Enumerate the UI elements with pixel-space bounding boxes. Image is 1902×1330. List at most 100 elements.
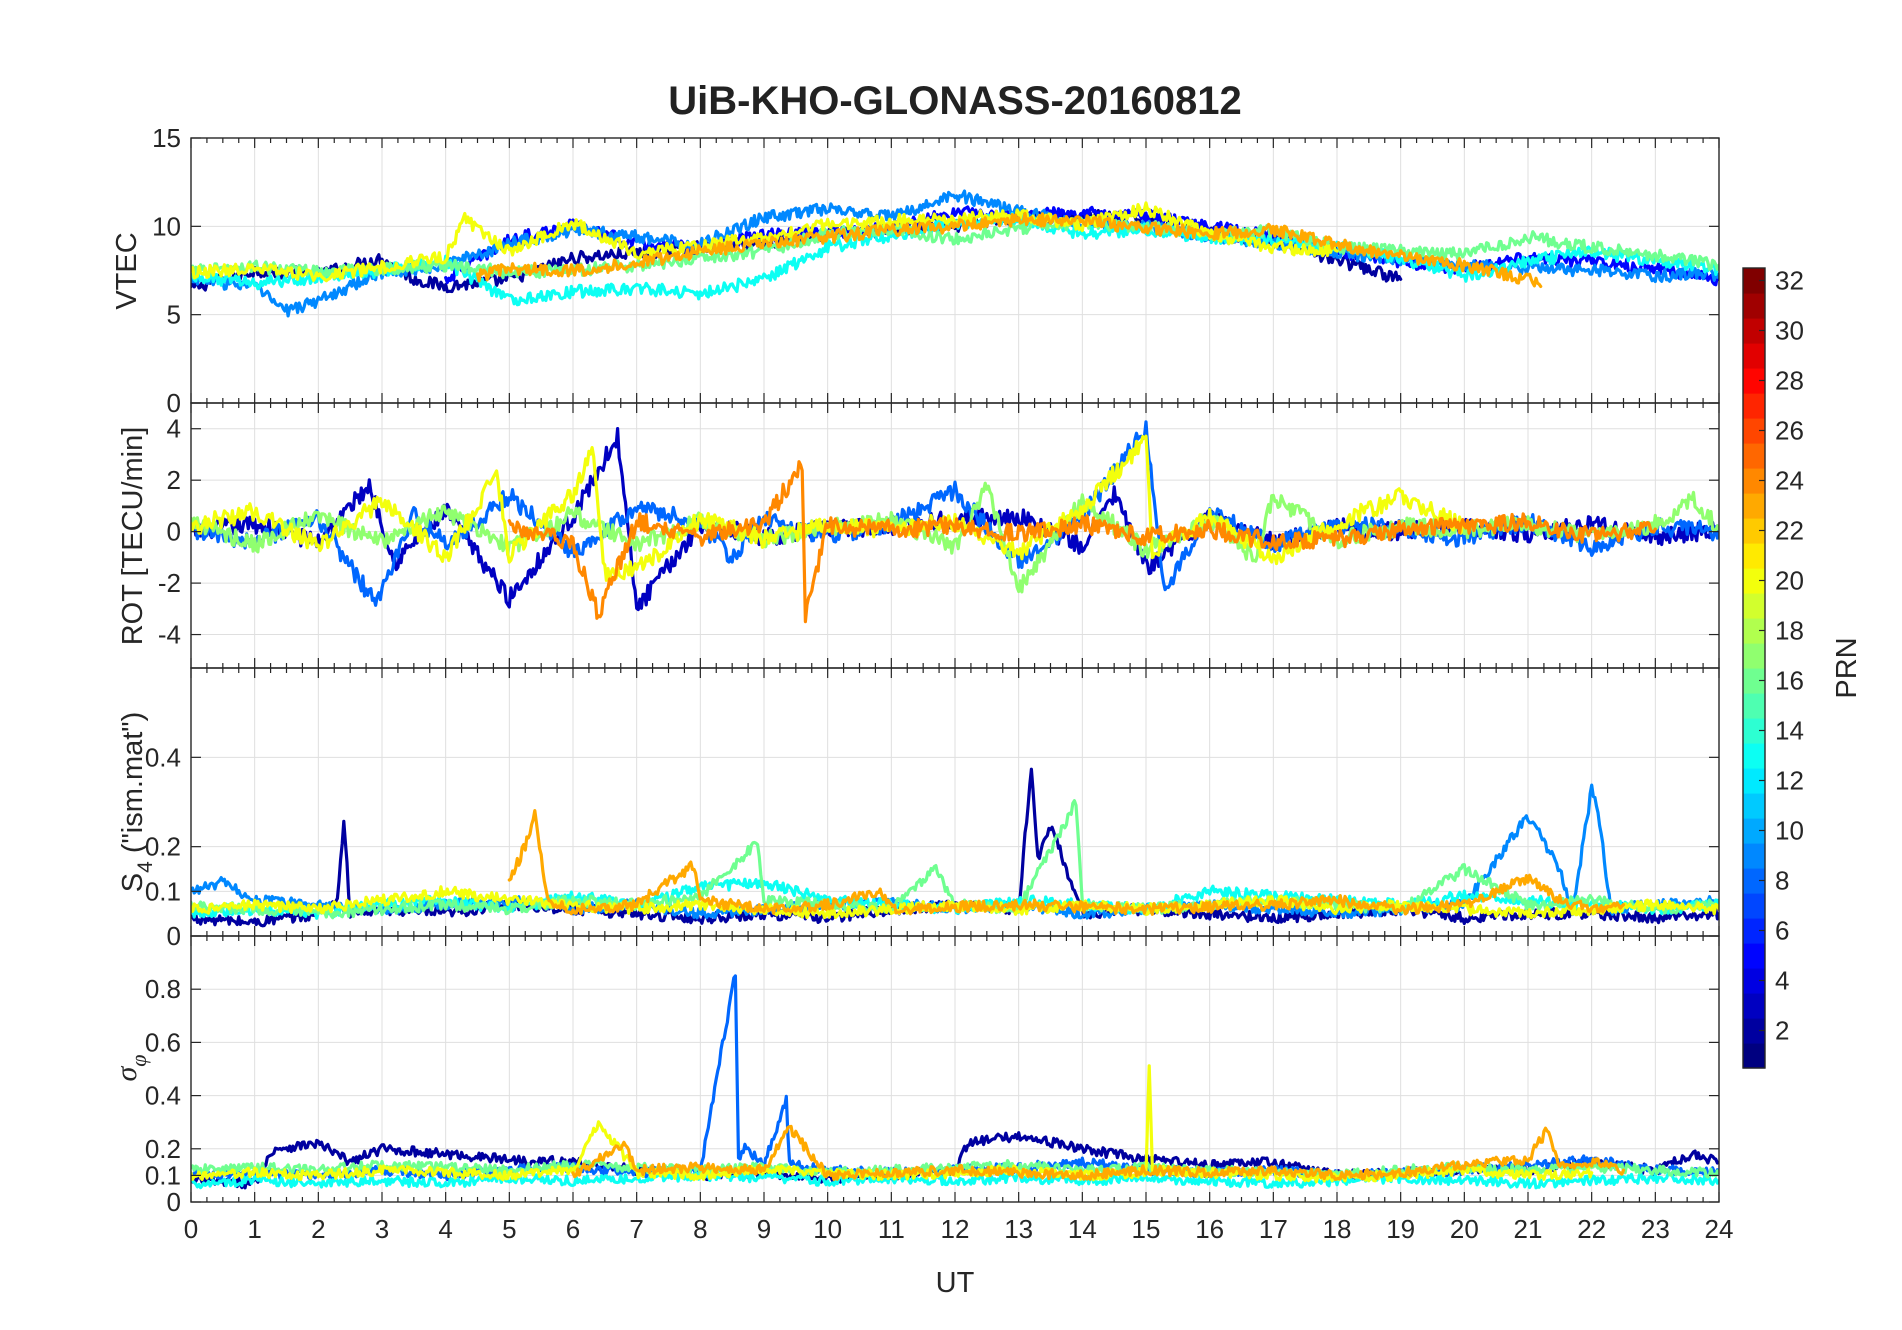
- series-line-prn-23: [571, 1124, 1626, 1182]
- colorbar-cell: [1743, 568, 1765, 594]
- series-line-prn-17: [191, 481, 1719, 594]
- x-tick-label: 0: [184, 1214, 198, 1244]
- panel-s4: 0 0.1 0.2 0.4: [145, 667, 1720, 951]
- x-tick-label: 14: [1068, 1214, 1097, 1244]
- y-tick-label: 0.4: [145, 1081, 181, 1111]
- x-tick-label: 22: [1577, 1214, 1606, 1244]
- colorbar-cell: [1743, 643, 1765, 669]
- panel-sigma-phi: 0 1 2 3 4 5 6 7 8 9 10 11 12 13 14 15 16 17 18 19 20 21 22 23 24…: [145, 935, 1734, 1244]
- colorbar-tick-label: 14: [1775, 716, 1804, 746]
- x-tick-label: 4: [438, 1214, 452, 1244]
- colorbar-cell: [1743, 793, 1765, 819]
- x-tick-label: 16: [1195, 1214, 1224, 1244]
- colorbar-cell: [1743, 518, 1765, 544]
- colorbar-cell: [1743, 268, 1765, 294]
- colorbar-tick-label: 16: [1775, 666, 1804, 696]
- series-line-prn-20: [191, 201, 1339, 283]
- colorbar-tick-label: 32: [1775, 266, 1804, 296]
- x-tick-label: 8: [693, 1214, 707, 1244]
- colorbar-cell: [1743, 693, 1765, 719]
- colorbar-cell: [1743, 368, 1765, 394]
- colorbar-cell: [1743, 918, 1765, 944]
- y-tick-label: 2: [167, 465, 181, 495]
- colorbar-tick-label: 22: [1775, 516, 1804, 546]
- x-tick-label: 1: [247, 1214, 261, 1244]
- colorbar-tick-label: 2: [1775, 1016, 1789, 1046]
- y-tick-label: 0.2: [145, 1134, 181, 1164]
- colorbar-cell: [1743, 318, 1765, 344]
- x-tick-label: 11: [878, 1214, 905, 1244]
- panel-vtec: 0 5 10 15: [152, 123, 1720, 418]
- colorbar-cell: [1743, 418, 1765, 444]
- y-tick-label: -2: [158, 568, 181, 598]
- chart-title: UiB-KHO-GLONASS-20160812: [668, 79, 1242, 123]
- colorbar-cell: [1743, 868, 1765, 894]
- x-tick-label: 21: [1514, 1214, 1543, 1244]
- y-tick-label: 10: [152, 211, 181, 241]
- y-tick-label: 15: [152, 123, 181, 153]
- colorbar-cell: [1743, 468, 1765, 494]
- colorbar-cell: [1743, 343, 1765, 369]
- x-tick-label: 2: [311, 1214, 325, 1244]
- series-line-prn-23: [475, 211, 1543, 288]
- colorbar-cell: [1743, 943, 1765, 969]
- y-tick-label: 0.1: [145, 876, 181, 906]
- y-tick-label: 4: [167, 414, 181, 444]
- series-line-prn-5: [444, 205, 1719, 287]
- x-tick-label: 18: [1323, 1214, 1352, 1244]
- x-tick-label: 3: [375, 1214, 389, 1244]
- x-tick-label: 20: [1450, 1214, 1479, 1244]
- x-tick-label: 7: [629, 1214, 643, 1244]
- y-tick-label: 0.2: [145, 832, 181, 862]
- colorbar-cell: [1743, 293, 1765, 319]
- x-tick-label: 13: [1004, 1214, 1033, 1244]
- x-tick-label: 10: [813, 1214, 842, 1244]
- s4-ylabel: S4 ("ism.mat"): [117, 712, 157, 893]
- series-line-prn-13: [191, 1169, 1719, 1190]
- series-line-prn-23: [507, 809, 1626, 916]
- colorbar-cell: [1743, 818, 1765, 844]
- colorbar-cell: [1743, 1018, 1765, 1044]
- colorbar-tick-label: 10: [1775, 816, 1804, 846]
- colorbar-tick-label: 18: [1775, 616, 1804, 646]
- colorbar-tick-label: 6: [1775, 916, 1789, 946]
- colorbar-tick-label: 24: [1775, 466, 1804, 496]
- x-tick-label: 19: [1386, 1214, 1415, 1244]
- x-tick-label: 5: [502, 1214, 516, 1244]
- vtec-ylabel: VTEC: [111, 232, 143, 309]
- colorbar-label: PRN: [1831, 637, 1863, 698]
- colorbar-cell: [1743, 968, 1765, 994]
- colorbar-cell: [1743, 443, 1765, 469]
- y-tick-label: 0: [167, 388, 181, 418]
- colorbar-tick-label: 26: [1775, 416, 1804, 446]
- x-tick-label: 12: [941, 1214, 970, 1244]
- y-tick-label: 0.6: [145, 1027, 181, 1057]
- y-tick-label: 0: [167, 517, 181, 547]
- series-line-prn-24: [507, 460, 1657, 624]
- colorbar-cell: [1743, 768, 1765, 794]
- colorbar-cell: [1743, 668, 1765, 694]
- x-tick-label: 23: [1641, 1214, 1670, 1244]
- y-tick-label: -4: [158, 620, 181, 650]
- colorbar-cell: [1743, 543, 1765, 569]
- y-tick-label: 0.8: [145, 974, 181, 1004]
- series-line-prn-16: [191, 216, 1719, 280]
- x-tick-label: 24: [1705, 1214, 1734, 1244]
- series-line-prn-8: [191, 420, 1719, 607]
- colorbar-tick-label: 12: [1775, 766, 1804, 796]
- y-tick-label: 0.1: [145, 1160, 181, 1190]
- colorbar-cell: [1743, 993, 1765, 1019]
- colorbar-cell: [1743, 743, 1765, 769]
- x-tick-label: 15: [1132, 1214, 1161, 1244]
- x-axis-label: UT: [936, 1267, 975, 1299]
- colorbar-cell: [1743, 618, 1765, 644]
- y-tick-label: 5: [167, 300, 181, 330]
- colorbar-cell: [1743, 1043, 1765, 1069]
- y-tick-label: 0: [167, 1187, 181, 1217]
- rot-ylabel: ROT [TECU/min]: [117, 427, 149, 646]
- y-tick-label: 0.4: [145, 742, 181, 772]
- colorbar-cell: [1743, 393, 1765, 419]
- colorbar-cell: [1743, 718, 1765, 744]
